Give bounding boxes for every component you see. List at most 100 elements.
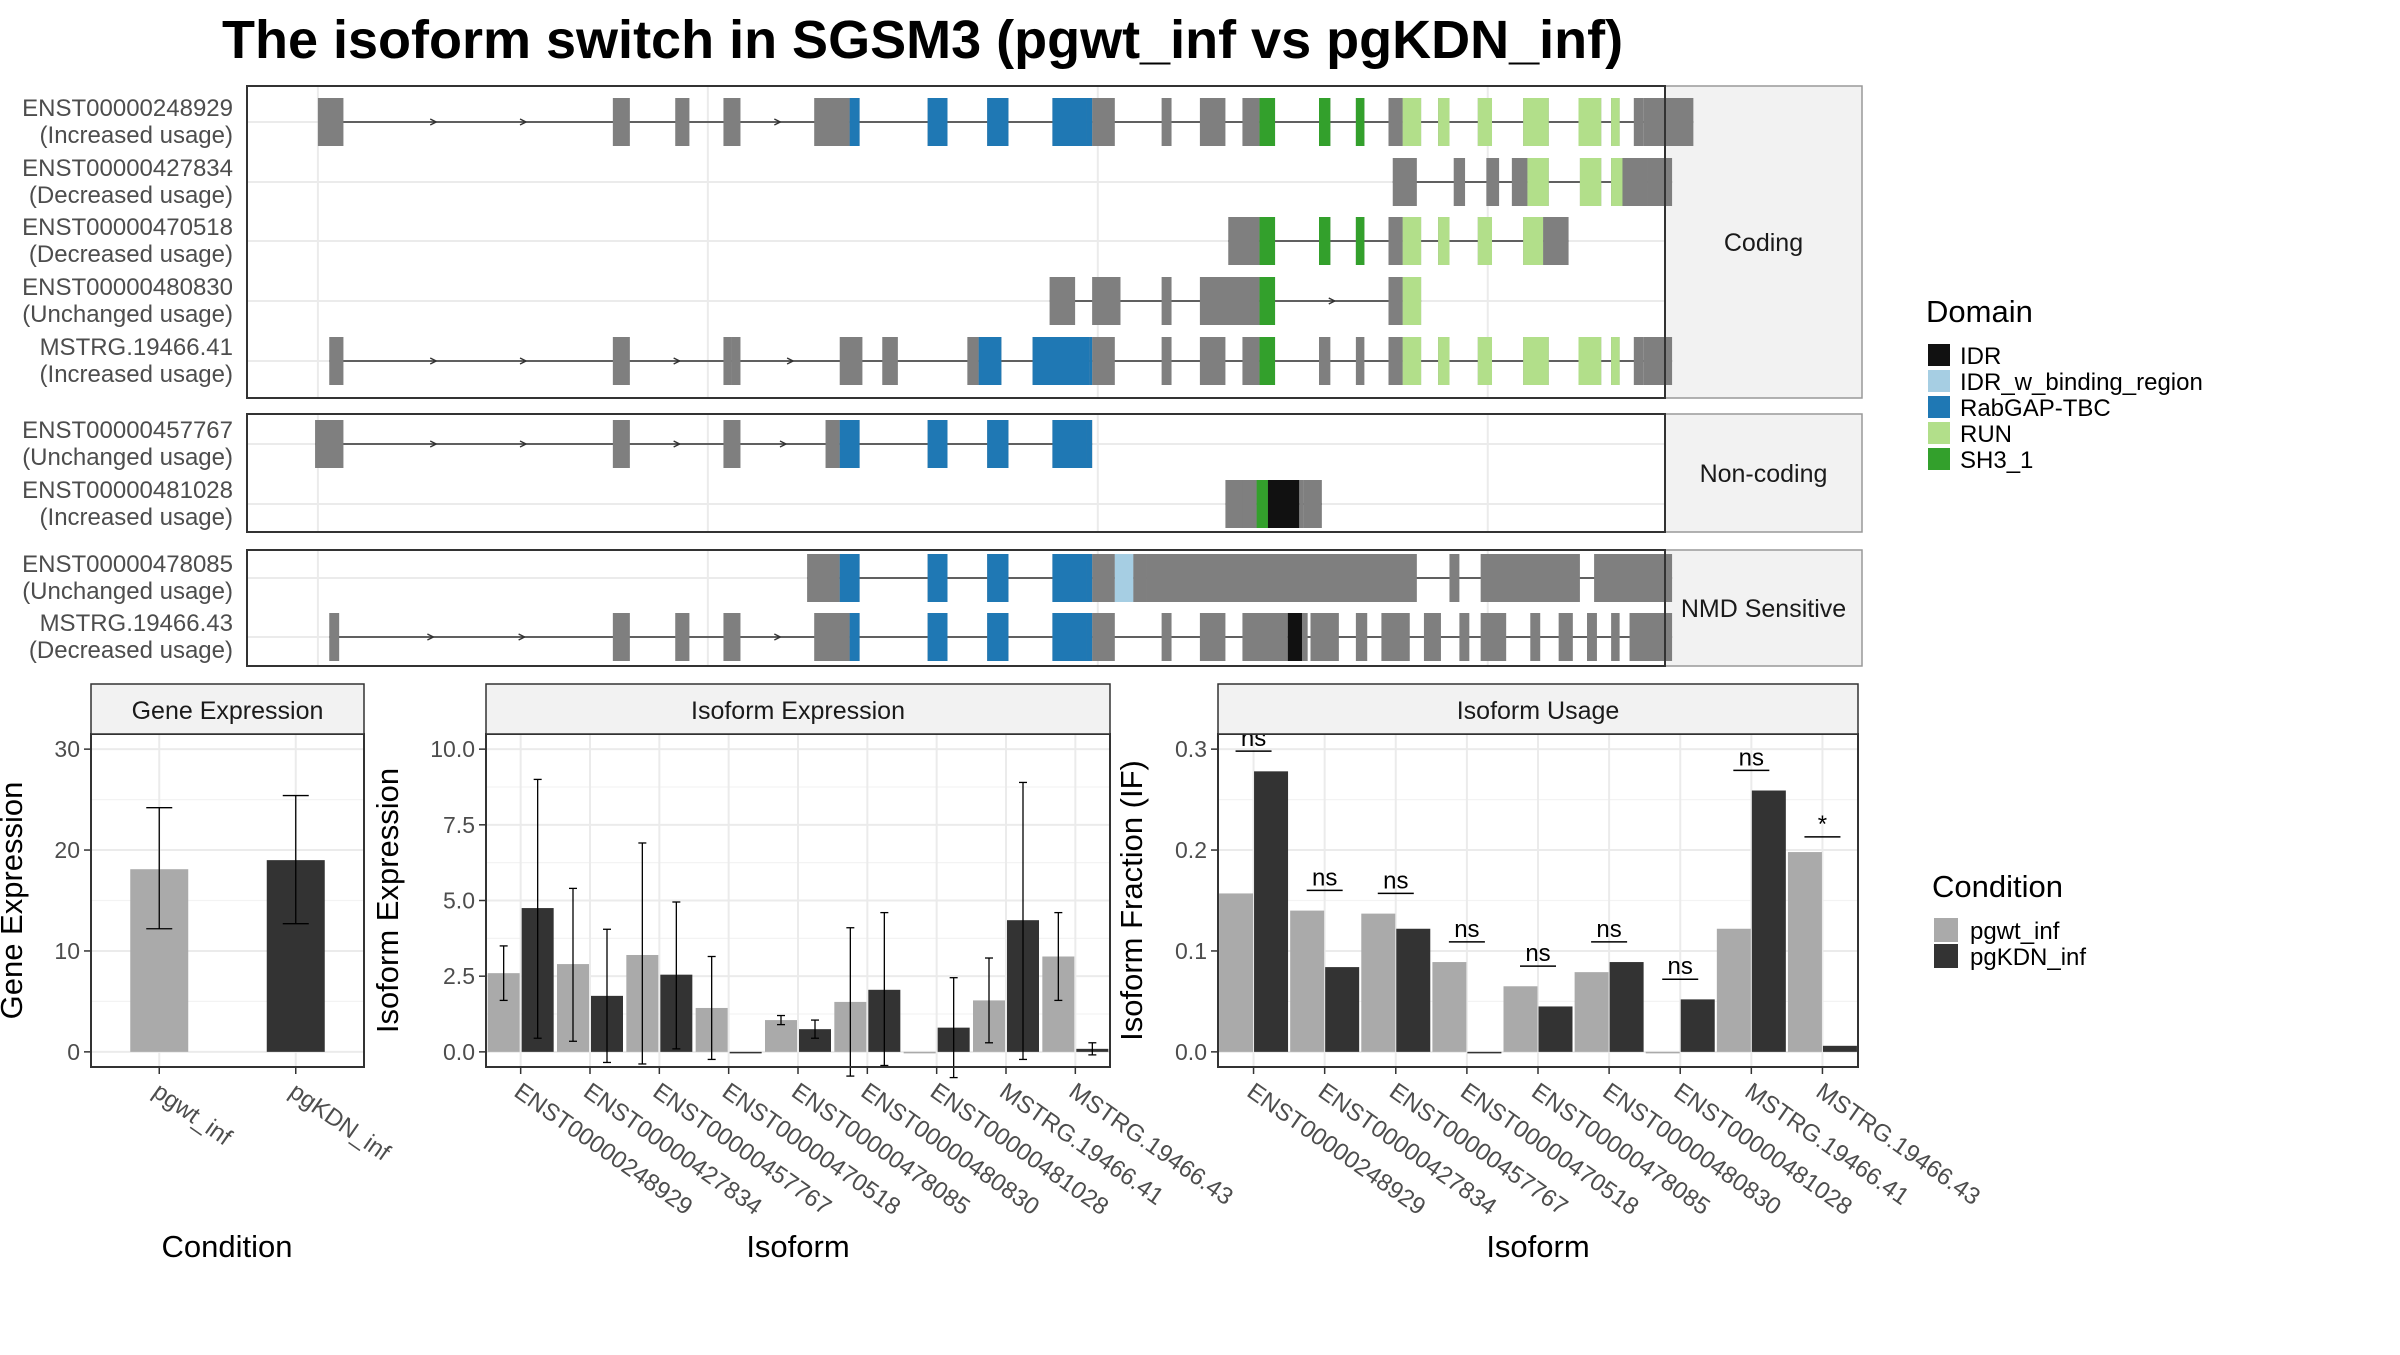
group-panel-border	[246, 549, 1666, 667]
domain-idr	[1287, 613, 1302, 661]
y-tick-label: 2.5	[443, 963, 475, 989]
exon	[1225, 480, 1244, 528]
exon	[1301, 613, 1308, 661]
panel-strip-title: Isoform Usage	[1457, 697, 1620, 725]
exon	[967, 337, 979, 385]
exon	[1388, 277, 1403, 325]
exon	[1622, 158, 1648, 206]
strand-arrow	[673, 357, 682, 365]
exon	[814, 613, 850, 661]
domain-legend-key	[1928, 422, 1950, 444]
transcript-usage: (Decreased usage)	[29, 241, 233, 268]
condition-legend-label: pgwt_inf	[1970, 918, 2060, 945]
x-axis-title: Condition	[162, 1229, 293, 1264]
group-strip	[1664, 85, 1863, 399]
significance-label: ns	[1454, 916, 1479, 943]
exon	[1643, 98, 1694, 146]
domain-sh3-1	[1355, 98, 1365, 146]
exon	[1453, 158, 1466, 206]
domain-run	[1402, 98, 1422, 146]
exon	[723, 613, 741, 661]
exon	[1161, 337, 1172, 385]
domain-rabgap-tbc	[1086, 554, 1093, 602]
domain-rabgap-tbc	[839, 554, 860, 602]
transcript-name: ENST00000457767	[22, 417, 233, 444]
legends: Domain IDRIDR_w_binding_regionRabGAP-TBCR…	[1926, 294, 2203, 971]
transcript-usage: (Unchanged usage)	[22, 301, 233, 328]
significance-label: ns	[1383, 867, 1408, 894]
exon	[1242, 337, 1260, 385]
exon	[1480, 613, 1507, 661]
domain-legend-label: IDR_w_binding_region	[1960, 369, 2203, 396]
domain-rabgap-tbc	[927, 554, 948, 602]
strand-arrow	[774, 118, 782, 126]
domain-rabgap-tbc	[1052, 420, 1087, 468]
transcript-name: ENST00000478085	[22, 551, 233, 578]
group-panel-border	[246, 413, 1666, 533]
domain-run	[1523, 98, 1549, 146]
y-tick-label: 0.3	[1175, 736, 1207, 762]
domain-idr	[1267, 480, 1300, 528]
exon	[1647, 158, 1673, 206]
bar	[765, 1020, 797, 1052]
significance-label: ns	[1525, 940, 1550, 967]
y-tick-label: 30	[54, 736, 80, 762]
exon	[1355, 613, 1368, 661]
strand-arrow	[429, 440, 438, 448]
exon	[1310, 613, 1339, 661]
domain-idr-w-binding-region	[1114, 554, 1134, 602]
domain-legend-key	[1928, 396, 1950, 418]
domain-rabgap-tbc	[987, 613, 1009, 661]
exon	[1611, 613, 1620, 661]
strand-arrow	[519, 118, 528, 126]
transcript-track: ENST00000248929(Increased usage)	[22, 95, 1694, 149]
exon	[1242, 613, 1288, 661]
bar	[1751, 790, 1786, 1052]
bar	[1822, 1045, 1857, 1052]
y-tick-label: 0.0	[1175, 1039, 1207, 1065]
bar	[1645, 1051, 1680, 1054]
transcript-usage: (Increased usage)	[40, 122, 233, 149]
domain-rabgap-tbc	[1089, 337, 1093, 385]
exon	[317, 98, 344, 146]
exon	[1319, 337, 1331, 385]
exon	[612, 420, 630, 468]
exon	[1633, 98, 1644, 146]
domain-run	[1523, 217, 1544, 265]
exon	[329, 613, 340, 661]
domain-rabgap-tbc	[1052, 613, 1087, 661]
domain-legend-label: SH3_1	[1960, 447, 2033, 474]
exon	[612, 98, 630, 146]
transcript-name: ENST00000248929	[22, 95, 233, 122]
group-panel-border	[246, 85, 1666, 399]
bar	[1574, 972, 1609, 1052]
exon	[612, 337, 630, 385]
group-strip	[1664, 413, 1863, 533]
strand-arrow	[673, 440, 682, 448]
exon	[1146, 554, 1417, 602]
strand-arrow	[427, 633, 435, 641]
domain-rabgap-tbc	[1086, 98, 1093, 146]
panel-strip-title: Gene Expression	[132, 697, 324, 725]
group-strip-label: Coding	[1724, 229, 1803, 257]
domain-run	[1477, 337, 1493, 385]
exon	[1388, 337, 1403, 385]
transcript-track: ENST00000481028(Increased usage)	[22, 477, 1322, 531]
domain-sh3-1	[1319, 98, 1331, 146]
significance-label: ns	[1312, 864, 1337, 891]
condition-legend-key	[1934, 918, 1958, 942]
domain-run	[1438, 98, 1450, 146]
significance-label: *	[1818, 811, 1827, 838]
domain-run	[1579, 158, 1602, 206]
exon	[1423, 613, 1441, 661]
domain-legend: Domain IDRIDR_w_binding_regionRabGAP-TBCR…	[1926, 294, 2203, 474]
domain-run	[1578, 98, 1602, 146]
x-axis-title: Isoform	[1486, 1229, 1589, 1264]
exon	[814, 98, 850, 146]
exon	[675, 613, 690, 661]
bar	[799, 1029, 831, 1052]
exon	[1388, 98, 1403, 146]
exon	[1161, 98, 1172, 146]
transcript-usage: (Increased usage)	[40, 361, 233, 388]
transcript-track: ENST00000470518(Decreased usage)	[22, 214, 1569, 268]
